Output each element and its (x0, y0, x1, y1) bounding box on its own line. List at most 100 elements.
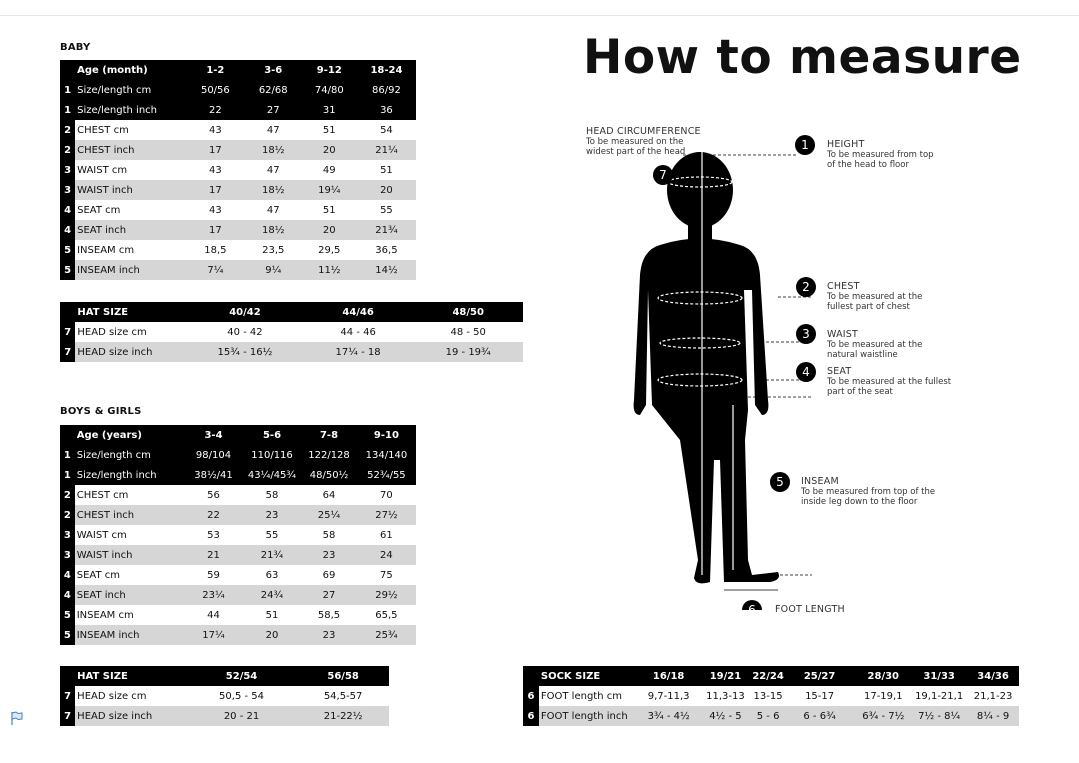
cell-value: 56 (207, 489, 220, 501)
row-label: HEAD size inch (75, 706, 186, 726)
cell-value: 21¾ (242, 545, 302, 565)
row-number: 3 (60, 160, 76, 180)
table-row: 5 INSEAM cm 44 51 58,5 65,5 (60, 605, 416, 625)
column-header: 18-24 (356, 60, 416, 80)
row-label: WAIST inch (75, 180, 186, 200)
cell-value: 75 (380, 569, 393, 581)
cell-value: 36 (356, 100, 416, 120)
row-label: CHEST inch (75, 140, 186, 160)
table-row: 1 Size/length cm 50/56 62/68 74/80 86/92 (60, 80, 416, 100)
row-number: 5 (60, 625, 75, 645)
cell-value: 22 (184, 505, 243, 525)
flag-icon[interactable] (10, 710, 24, 726)
row-label: Age (month) (75, 60, 186, 80)
row-number: 3 (60, 545, 75, 565)
cell-value: 59 (207, 569, 220, 581)
foot-annotation: FOOT LENGTH (775, 605, 845, 615)
cell-value: 9¼ (244, 260, 302, 280)
seat-annotation: SEAT To be measured at the fullest part … (827, 366, 952, 398)
cell-value: 19 - 19¾ (413, 342, 523, 362)
cell-value: 86/92 (356, 80, 416, 100)
row-label: SEAT inch (74, 585, 185, 605)
cell-value: 25¼ (301, 505, 357, 525)
table-row: 3 WAIST cm 43 47 49 51 (60, 160, 416, 180)
table-row: 2 CHEST cm 43 47 51 54 (60, 120, 416, 140)
cell-value: 43 (209, 204, 222, 216)
cell-value: 69 (322, 569, 336, 581)
baby-hat-size-table: HAT SIZE 40/42 44/46 48/50 7 HEAD size cm 40 -… (60, 302, 523, 362)
seat-title: SEAT (827, 366, 852, 377)
cell-value: 63 (265, 569, 279, 581)
row-number: 7 (60, 706, 76, 726)
table-row: 4 SEAT cm 43 47 51 55 (60, 200, 416, 220)
cell-value: 21-22½ (297, 706, 389, 726)
cell-value: 11½ (301, 260, 357, 280)
seat-desc: To be measured at the fullest (827, 377, 952, 387)
cell-value: 23 (301, 625, 357, 645)
cell-value: 58 (322, 529, 336, 541)
cell-value: 50,5 - 54 (219, 690, 265, 702)
page-title: How to measure (583, 30, 1022, 85)
row-label: HAT SIZE (75, 666, 186, 686)
cell-value: 27 (301, 585, 357, 605)
cell-value: 21,1-23 (973, 690, 1013, 702)
cell-value: 21¾ (356, 220, 416, 240)
table-row: 2 CHEST inch 22 23 25¼ 27½ (60, 505, 416, 525)
row-label: SEAT inch (75, 220, 186, 240)
cell-value: 18½ (244, 220, 302, 240)
row-label: HAT SIZE (75, 302, 188, 322)
cell-value: 27½ (356, 505, 416, 525)
column-header: 31/33 (911, 666, 968, 686)
column-header: 3-6 (244, 60, 302, 80)
column-header: 25/27 (783, 666, 856, 686)
row-number (60, 666, 76, 686)
child-silhouette (633, 152, 779, 584)
column-header: 9-10 (356, 425, 416, 445)
cell-value: 20 (301, 220, 357, 240)
row-label: Age (years) (74, 425, 185, 445)
inseam-title: INSEAM (801, 476, 839, 487)
marker-3: 3 (802, 327, 810, 341)
cell-value: 62/68 (244, 80, 302, 100)
row-number: 6 (523, 706, 539, 726)
table-row: 5 INSEAM cm 18,5 23,5 29,5 36,5 (60, 240, 416, 260)
cell-value: 47 (266, 204, 280, 216)
cell-value: 20 - 21 (185, 706, 298, 726)
row-number: 2 (60, 120, 76, 140)
row-label: WAIST cm (77, 164, 128, 176)
row-label: WAIST inch (74, 545, 185, 565)
cell-value: 25¾ (356, 625, 416, 645)
cell-value: 20 (242, 625, 302, 645)
row-label: INSEAM cm (77, 244, 135, 256)
cell-value: 24¾ (242, 585, 302, 605)
child-silhouette-diagram: 1 7 2 3 4 5 6 (633, 135, 816, 610)
row-label: CHEST inch (74, 505, 185, 525)
table-row: 7 HEAD size inch 15¾ - 16½ 17¼ - 18 19 - 19¾ (60, 342, 523, 362)
row-number: 2 (60, 485, 75, 505)
cell-value: 38½/41 (184, 465, 243, 485)
cell-value: 23 (301, 545, 357, 565)
height-desc: of the head to floor (827, 160, 909, 170)
row-number: 4 (60, 200, 76, 220)
cell-value: 17 (185, 180, 245, 200)
cell-value: 134/140 (356, 445, 416, 465)
cell-value: 17-19,1 (863, 690, 903, 702)
row-number: 5 (60, 240, 76, 260)
cell-value: 27 (244, 100, 302, 120)
measurement-lines (657, 152, 743, 575)
cell-value: 18,5 (204, 244, 227, 256)
table-row: 3 WAIST inch 21 21¾ 23 24 (60, 545, 416, 565)
row-number (60, 425, 75, 445)
cell-value: 51 (322, 124, 336, 136)
cell-value: 29,5 (318, 244, 341, 256)
cell-value: 74/80 (301, 80, 357, 100)
inseam-annotation: INSEAM To be measured from top of the in… (801, 476, 935, 508)
cell-value: 15¾ - 16½ (187, 342, 303, 362)
row-number: 7 (60, 686, 76, 706)
table-row: 7 HEAD size cm 40 - 42 44 - 46 48 - 50 (60, 322, 523, 342)
table-row: 5 INSEAM inch 17¼ 20 23 25¾ (60, 625, 416, 645)
leader-lines (683, 154, 812, 591)
column-header: 34/36 (967, 666, 1019, 686)
table-header-row: Age (years) 3-4 5-6 7-8 9-10 (60, 425, 416, 445)
